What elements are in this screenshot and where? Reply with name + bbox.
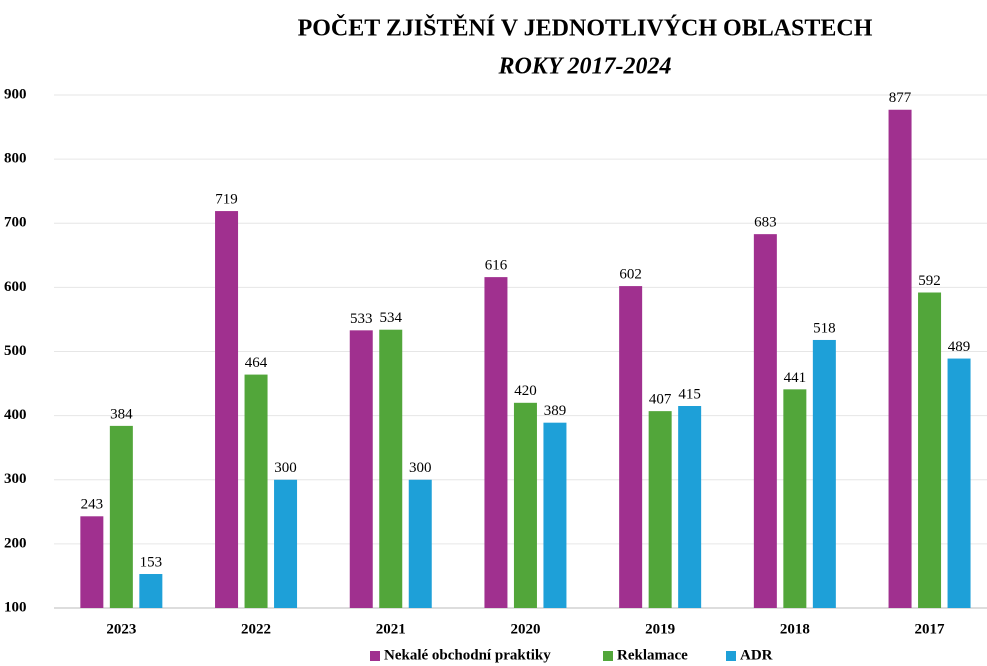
legend-label: ADR [740, 647, 773, 663]
x-tick-label: 2020 [510, 621, 540, 637]
y-tick-label: 900 [4, 86, 27, 102]
bar [139, 574, 163, 608]
value-label: 300 [274, 460, 297, 476]
y-tick-label: 800 [4, 151, 27, 167]
y-tick-label: 200 [4, 535, 27, 551]
bar [408, 479, 432, 608]
value-label: 420 [514, 383, 537, 399]
value-label: 616 [485, 258, 508, 274]
value-label: 489 [948, 339, 971, 355]
value-label: 389 [544, 403, 567, 419]
y-tick-label: 100 [4, 599, 27, 615]
value-label: 518 [813, 320, 836, 336]
bar [543, 422, 567, 608]
legend-swatch [370, 651, 380, 661]
value-label: 719 [215, 192, 238, 208]
value-label: 441 [784, 370, 807, 386]
legend-swatch [726, 651, 736, 661]
value-label: 407 [649, 392, 672, 408]
bar [619, 286, 643, 608]
bar [753, 234, 777, 608]
value-label: 683 [754, 215, 777, 231]
value-label: 534 [380, 310, 403, 326]
legend-label: Nekalé obchodní praktiky [384, 647, 551, 663]
bar [274, 479, 298, 608]
bar [947, 358, 971, 608]
legend-swatch [603, 651, 613, 661]
y-tick-label: 600 [4, 279, 27, 295]
x-tick-label: 2021 [376, 621, 406, 637]
value-label: 415 [678, 386, 701, 402]
value-label: 153 [140, 554, 163, 570]
value-label: 592 [918, 273, 941, 289]
x-tick-label: 2022 [241, 621, 271, 637]
bar [349, 330, 373, 608]
bar [918, 292, 942, 608]
value-label: 300 [409, 460, 432, 476]
bar [109, 425, 133, 608]
bar [888, 109, 912, 608]
bar [783, 389, 807, 608]
value-label: 384 [110, 406, 133, 422]
bar [244, 374, 268, 608]
x-tick-label: 2018 [780, 621, 810, 637]
bar [812, 339, 836, 608]
y-tick-label: 500 [4, 343, 27, 359]
y-tick-label: 300 [4, 471, 27, 487]
y-tick-label: 400 [4, 407, 27, 423]
bar [484, 277, 508, 608]
bar [678, 406, 702, 608]
legend-label: Reklamace [617, 647, 688, 663]
bar [80, 516, 104, 608]
bar [379, 329, 403, 608]
value-label: 464 [245, 355, 268, 371]
x-tick-label: 2023 [106, 621, 136, 637]
bar [648, 411, 672, 608]
x-tick-label: 2017 [915, 621, 946, 637]
bar [215, 211, 239, 608]
value-label: 602 [619, 267, 642, 283]
value-label: 877 [889, 90, 912, 106]
chart-title: POČET ZJIŠTĚNÍ V JEDNOTLIVÝCH OBLASTECH [298, 15, 873, 42]
value-label: 243 [81, 497, 104, 513]
x-tick-label: 2019 [645, 621, 675, 637]
bar [513, 402, 537, 608]
chart-subtitle: ROKY 2017-2024 [497, 54, 671, 80]
y-tick-label: 700 [4, 215, 27, 231]
value-label: 533 [350, 311, 373, 327]
